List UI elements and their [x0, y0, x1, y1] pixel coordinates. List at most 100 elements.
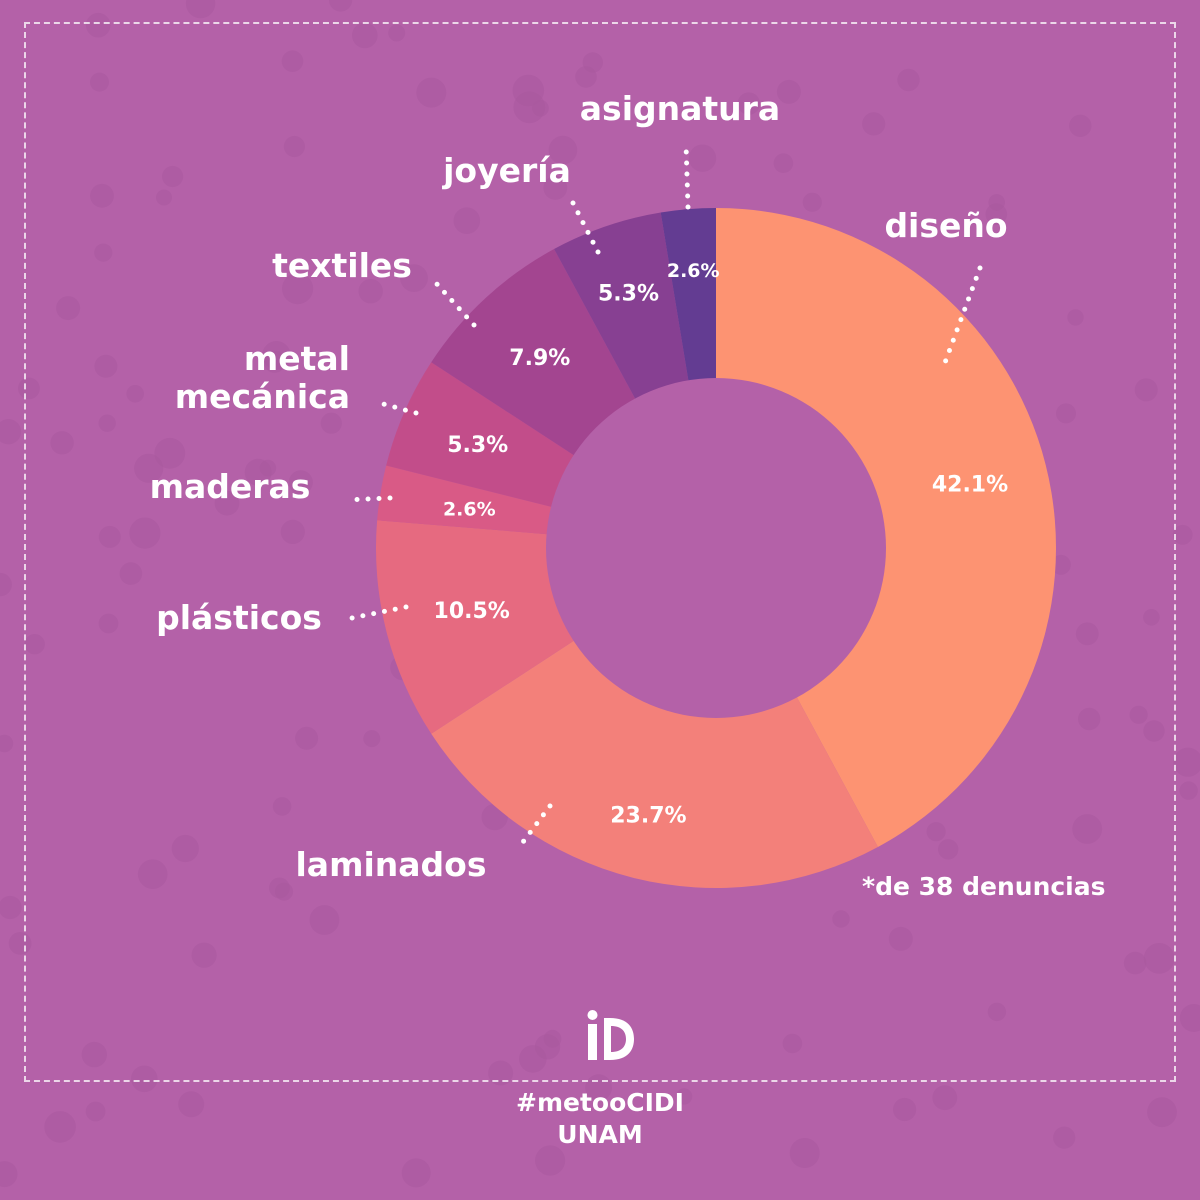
background-dot — [832, 910, 850, 928]
background-dot — [288, 470, 313, 495]
background-dot — [269, 877, 290, 899]
background-dot — [543, 176, 568, 200]
category-label: plásticos — [156, 598, 322, 637]
background-dot — [363, 730, 381, 748]
background-dot — [1143, 720, 1165, 742]
background-dot — [98, 525, 121, 548]
background-dot — [18, 377, 40, 400]
background-dot — [283, 135, 305, 158]
slice-value-label: 2.6% — [667, 260, 720, 282]
background-dot — [1143, 943, 1175, 974]
category-labels: diseño laminados plásticos maderas metal mecá… — [150, 89, 1008, 884]
background-dot — [0, 895, 22, 920]
background-dot — [1147, 1097, 1177, 1128]
leader-line — [433, 280, 477, 328]
background-dot — [1129, 705, 1148, 724]
background-dot — [129, 517, 161, 549]
background-dot — [1179, 781, 1198, 800]
leader-line — [940, 265, 983, 371]
leader-line — [344, 495, 393, 503]
background-dot — [281, 50, 304, 72]
background-dot — [352, 22, 378, 49]
background-dot — [259, 459, 277, 477]
background-dot — [134, 453, 164, 483]
background-dot — [126, 385, 144, 403]
background-dot — [119, 562, 143, 585]
background-dot — [0, 734, 14, 753]
slice-value-label: 23.7% — [610, 804, 686, 829]
background-dot — [1069, 114, 1092, 137]
percentage-labels: 42.1% 23.7% 10.5% 2.6% 5.3% 7.9% 5.3% 2.6% — [434, 260, 1009, 829]
background-dot — [776, 79, 801, 104]
background-dot — [575, 66, 597, 88]
background-dot — [926, 822, 946, 842]
background-dot — [388, 24, 406, 42]
background-dot — [1053, 1126, 1076, 1149]
donut-hole — [546, 378, 886, 718]
slice-value-label: 5.3% — [598, 282, 659, 307]
category-label: laminados — [296, 845, 487, 884]
background-dot — [50, 431, 74, 455]
dashed-frame — [24, 22, 1176, 1082]
background-dot — [675, 1088, 693, 1105]
leader-line — [517, 803, 553, 849]
background-dot — [1075, 622, 1099, 646]
background-dot — [137, 859, 168, 889]
background-dot — [282, 273, 314, 305]
footnote: *de 38 denuncias — [862, 872, 1106, 901]
background-dot — [1172, 524, 1193, 545]
background-dot — [987, 1002, 1007, 1022]
background-dot — [789, 1138, 820, 1168]
category-label: joyería — [441, 151, 571, 190]
background-dot — [98, 613, 119, 634]
background-dot — [1173, 747, 1200, 777]
background-dot — [90, 183, 114, 208]
background-dot — [24, 634, 45, 655]
background-dot — [191, 942, 217, 968]
background-dot — [98, 414, 116, 432]
background-dot — [0, 1161, 18, 1188]
background-dot — [1067, 309, 1084, 326]
background-dot — [185, 0, 216, 19]
leader-lines — [344, 141, 983, 849]
background-dot — [512, 74, 545, 107]
background-dot — [1078, 707, 1101, 731]
slice-2 — [431, 548, 878, 889]
background-dot — [802, 192, 822, 212]
category-label: metal mecánica — [175, 339, 350, 416]
leader-line — [349, 604, 409, 621]
hashtag: #metooCIDI — [516, 1088, 684, 1117]
leader-line — [373, 399, 419, 416]
background-dot — [329, 0, 353, 12]
category-label: diseño — [884, 206, 1007, 245]
background-dot — [1179, 1004, 1200, 1032]
slice-value-label: 7.9% — [509, 346, 570, 371]
background-dot — [263, 350, 286, 373]
slice-value-label: 2.6% — [443, 498, 496, 520]
background-dot — [1143, 609, 1160, 626]
organization: UNAM — [557, 1120, 643, 1149]
cidi-logo-icon — [587, 1010, 634, 1060]
background-dot — [416, 77, 447, 108]
background-dot — [309, 905, 340, 935]
background-dot — [897, 68, 920, 92]
background-dot — [131, 1065, 158, 1093]
category-label: asignatura — [580, 89, 780, 128]
background-dot — [932, 1085, 958, 1111]
background-dot — [985, 203, 1008, 225]
slice-value-label: 42.1% — [932, 473, 1008, 498]
background-dot — [688, 144, 717, 172]
background-dot — [44, 1111, 76, 1143]
leader-line — [570, 200, 601, 255]
background-dot — [154, 437, 186, 469]
background-dot — [56, 296, 81, 321]
background-dot — [543, 1029, 562, 1048]
background-dot — [295, 726, 319, 750]
background-dot — [401, 1158, 431, 1188]
background-dot — [171, 834, 199, 863]
background-dot — [782, 1033, 803, 1054]
background-dot — [535, 1145, 566, 1176]
background-dot — [94, 243, 113, 262]
background-dot — [94, 354, 118, 378]
